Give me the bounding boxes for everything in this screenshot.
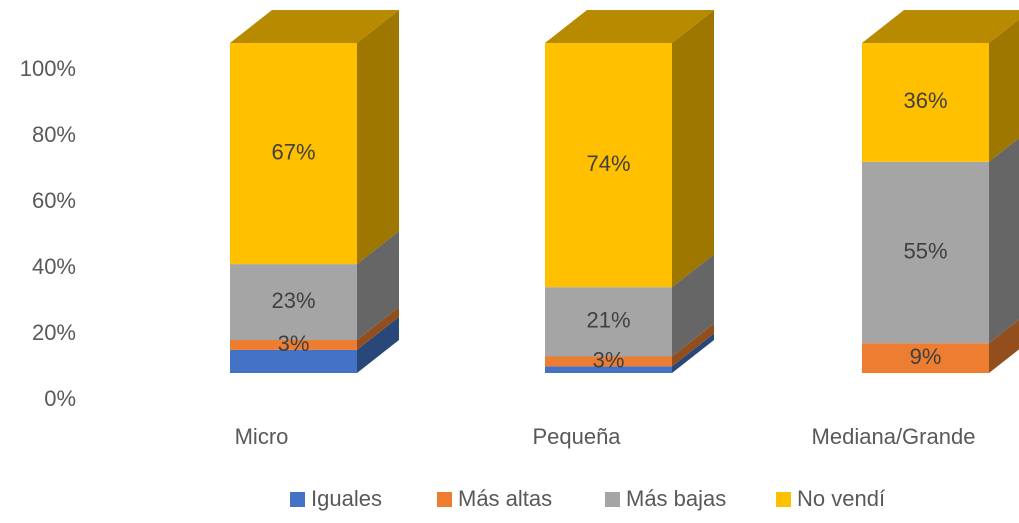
legend-swatch [437,492,452,507]
x-tick-label: Micro [235,424,289,449]
bar-segment [545,287,672,357]
y-tick-label: 80% [32,122,76,147]
bar-segment [862,343,989,373]
data-label: 3% [278,331,310,356]
bar-top [545,10,714,43]
legend-swatch [290,492,305,507]
bar-top [862,10,1019,43]
legend-swatch [605,492,620,507]
bar-segment [862,43,989,162]
bar-side [989,138,1019,344]
y-tick-label: 60% [32,188,76,213]
data-label: 23% [271,288,315,313]
bar-segment [230,340,357,350]
legend-label: Más bajas [626,486,726,511]
bar-segment [545,43,672,288]
legend-label: No vendí [797,486,885,511]
bar-side [672,333,714,373]
data-label: 21% [586,308,630,333]
bar-side [672,323,714,367]
bar-side [357,316,399,373]
y-tick-label: 0% [44,386,76,411]
bar-side [357,307,399,350]
bar-segment [545,356,672,367]
y-tick-label: 100% [20,56,76,81]
data-label: 74% [586,151,630,176]
bar-segment [545,366,672,373]
data-label: 9% [910,344,942,369]
data-label: 67% [271,139,315,164]
data-label: 55% [903,238,947,263]
bar-side [357,10,399,265]
bar-top [230,10,399,43]
bar-side [989,319,1019,373]
bar-segment [230,43,357,265]
bar-segment [862,161,989,344]
y-tick-label: 40% [32,254,76,279]
x-tick-label: Mediana/Grande [812,424,976,449]
y-tick-label: 20% [32,320,76,345]
bar-side [672,254,714,357]
bar-side [989,19,1019,162]
data-label: 36% [903,88,947,113]
legend-label: Iguales [311,486,382,511]
bar-segment [230,264,357,340]
bar-side [672,10,714,288]
data-label: 3% [593,347,625,372]
bar-side [357,231,399,340]
x-tick-label: Pequeña [532,424,621,449]
legend-label: Más altas [458,486,552,511]
bar-segment [230,349,357,373]
legend-swatch [776,492,791,507]
